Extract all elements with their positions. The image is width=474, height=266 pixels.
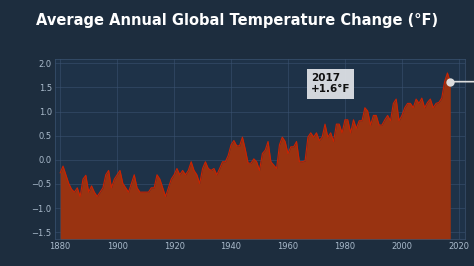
Text: Average Annual Global Temperature Change (°F): Average Annual Global Temperature Change… — [36, 13, 438, 28]
Text: 2017
+1.6°F: 2017 +1.6°F — [311, 73, 350, 94]
